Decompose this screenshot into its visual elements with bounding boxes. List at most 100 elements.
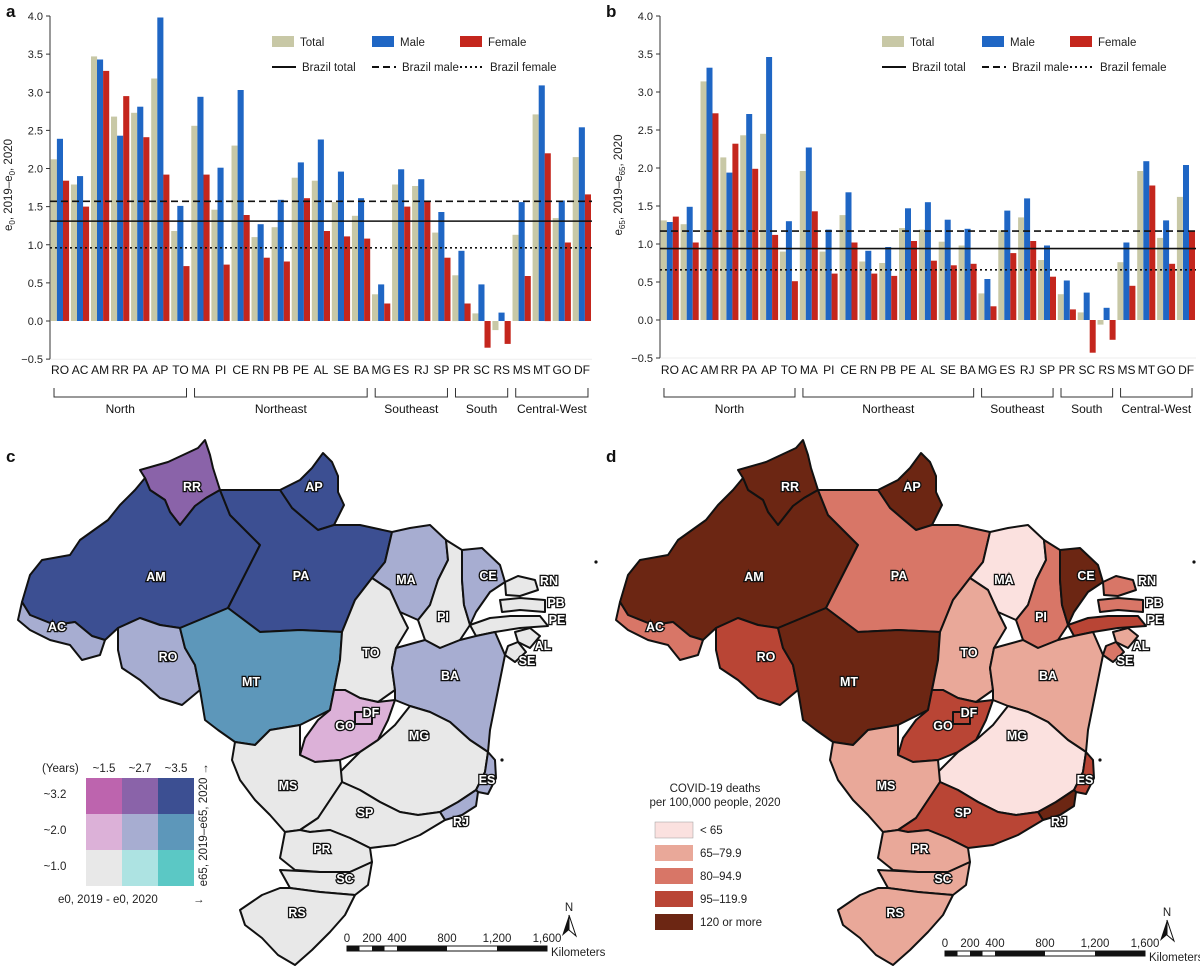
scale-tick: 800	[1035, 938, 1054, 950]
bar-female-CE	[851, 242, 858, 320]
bar-female-GO	[1169, 263, 1176, 320]
legend-label: Brazil total	[912, 62, 966, 74]
north-arrow-d: N	[1160, 907, 1176, 943]
legend-swatch	[460, 36, 482, 47]
bar-total-PA	[740, 135, 747, 320]
bar-female-PI	[223, 264, 230, 321]
y-ticks-a: −0.5 0.0 0.5 1.0 1.5 2.0 2.5 3.0 3.5 4.0	[21, 11, 592, 366]
state-SE	[504, 641, 527, 663]
bar-female-ES	[404, 206, 411, 321]
y-axis-label-b: e65, 2019–e65, 2020	[613, 135, 627, 236]
bar-male-RN	[257, 224, 264, 321]
legend-swatch	[272, 36, 294, 47]
bar-total-RO	[660, 220, 667, 320]
region-label: South	[1071, 402, 1102, 416]
scale-unit: Kilometers	[1149, 952, 1200, 964]
scale-tick: 800	[437, 933, 456, 945]
state-label-RJ: RJ	[1051, 815, 1067, 829]
category-label: TO	[781, 363, 797, 377]
bar-total-AP	[760, 133, 767, 320]
bar-male-CE	[845, 192, 852, 320]
scale-bar-segment	[995, 951, 1045, 956]
island-dot	[1192, 560, 1196, 564]
region-bracket	[454, 388, 509, 398]
state-label-RS: RS	[288, 906, 305, 920]
bar-total-TO	[171, 231, 178, 321]
state-label-AM: AM	[744, 570, 763, 584]
bar-female-RJ	[424, 200, 431, 321]
state-label-AP: AP	[903, 480, 920, 494]
region-label: Central-West	[1121, 402, 1191, 416]
reference-lines-a	[50, 200, 592, 249]
bar-male-ES	[398, 169, 405, 321]
bar-female-AC	[83, 206, 90, 321]
bars-b	[660, 57, 1195, 353]
scale-bar-segment	[397, 946, 447, 951]
bar-female-PB	[891, 275, 898, 320]
bar-female-GO	[564, 242, 571, 321]
bivariate-cell	[86, 814, 122, 850]
y-tick-label: 1.5	[638, 201, 653, 213]
bar-male-PA	[137, 106, 144, 321]
up-arrow-icon: ↑	[203, 763, 209, 775]
region-label: Southeast	[990, 402, 1045, 416]
region-bracket	[663, 388, 796, 398]
state-label-AP: AP	[305, 480, 322, 494]
bar-male-DF	[578, 127, 585, 321]
bar-male-MS	[1123, 242, 1130, 320]
bar-total-GO	[1157, 237, 1164, 320]
scale-bar-segment	[1095, 951, 1145, 956]
bar-male-TO	[785, 221, 792, 320]
bar-male-RO	[666, 222, 673, 320]
state-label-ES: ES	[479, 773, 496, 787]
bar-male-SC	[1083, 292, 1090, 320]
bar-female-AC	[692, 242, 699, 320]
legend-row-1: ~3.2	[44, 789, 67, 801]
bar-male-SP	[1044, 245, 1050, 320]
scale-tick: 400	[387, 933, 406, 945]
bar-male-AP	[766, 57, 773, 320]
bar-total-DF	[1176, 196, 1183, 320]
category-label: RJ	[1020, 363, 1035, 377]
state-label-DF: DF	[961, 706, 978, 720]
bar-male-RS	[1103, 307, 1110, 320]
state-label-DF: DF	[363, 706, 380, 720]
bar-female-PA	[143, 137, 150, 321]
legend-swatch	[882, 36, 904, 47]
state-label-SP: SP	[955, 806, 972, 820]
region-label: Southeast	[384, 402, 439, 416]
state-SE	[1102, 641, 1125, 663]
category-label: PI	[215, 363, 226, 377]
bar-total-BA	[958, 245, 965, 320]
scale-tick: 1,200	[1081, 938, 1110, 950]
bar-male-PE	[905, 208, 911, 320]
y-tick-label: 4.0	[28, 11, 43, 23]
bar-total-SC	[472, 313, 479, 321]
category-label: MA	[192, 363, 210, 377]
state-label-MT: MT	[242, 675, 260, 689]
state-label-PB: PB	[547, 596, 564, 610]
state-RS	[837, 887, 954, 966]
bivariate-cell	[158, 814, 194, 850]
state-label-GO: GO	[335, 719, 355, 733]
category-label: SC	[473, 363, 490, 377]
state-label-PR: PR	[911, 842, 928, 856]
island-dot	[500, 758, 504, 762]
bar-total-AM	[91, 56, 98, 322]
bivariate-cell	[122, 850, 158, 886]
category-label: MT	[1138, 363, 1156, 377]
category-label: RN	[252, 363, 269, 377]
legend-y-axis: e65, 2019–e65, 2020	[198, 778, 210, 887]
bar-total-MA	[191, 125, 198, 321]
state-label-CE: CE	[479, 569, 496, 583]
scale-bar-c: 0 200 400 800 1,200 1,600 Kilometers	[344, 933, 606, 959]
bar-male-MT	[1143, 161, 1150, 320]
bar-total-SE	[938, 241, 945, 320]
state-label-AL: AL	[535, 639, 552, 653]
bar-male-SE	[337, 171, 344, 321]
legend-x-axis: e0, 2019 - e0, 2020	[58, 894, 158, 906]
scale-tick: 1,600	[1131, 938, 1160, 950]
category-label: PE	[900, 363, 916, 377]
